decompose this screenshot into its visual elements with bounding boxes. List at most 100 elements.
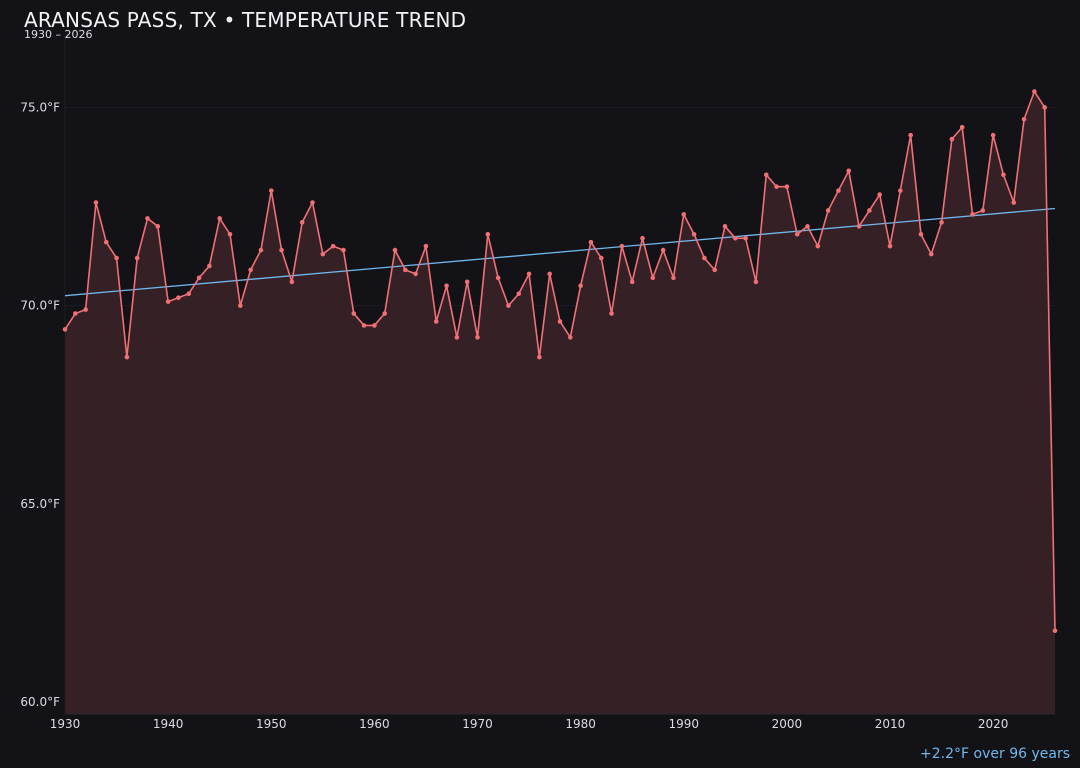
area-fill xyxy=(65,91,1055,714)
data-point xyxy=(382,311,387,316)
data-point xyxy=(464,279,470,285)
data-point xyxy=(506,303,511,308)
temperature-area xyxy=(65,91,1055,714)
data-point xyxy=(578,283,583,289)
data-point xyxy=(722,224,728,229)
data-point xyxy=(609,311,614,316)
data-point xyxy=(733,235,738,241)
data-point xyxy=(475,335,480,340)
data-point xyxy=(413,271,418,277)
data-point xyxy=(1021,116,1027,122)
data-point xyxy=(1011,200,1017,205)
x-tick-label: 2020 xyxy=(978,717,1009,731)
x-tick-label: 1980 xyxy=(565,717,596,731)
data-point xyxy=(268,188,274,193)
data-point xyxy=(186,291,192,297)
data-point xyxy=(320,251,326,257)
data-point xyxy=(980,208,986,213)
data-point xyxy=(691,231,697,237)
x-tick-label: 1940 xyxy=(153,717,184,731)
y-tick-label: 60.0°F xyxy=(20,695,60,709)
data-point xyxy=(310,200,315,205)
data-point xyxy=(970,212,975,217)
data-point xyxy=(341,247,346,253)
data-point xyxy=(805,224,810,229)
chart-subtitle: 1930 – 2026 xyxy=(24,28,93,41)
x-tick-label: 1930 xyxy=(50,717,81,731)
data-point xyxy=(93,200,99,205)
data-point xyxy=(753,279,759,285)
data-point xyxy=(433,319,439,324)
data-point xyxy=(361,323,367,328)
data-point xyxy=(351,311,357,316)
data-point xyxy=(73,311,78,316)
trend-annotation: +2.2°F over 96 years xyxy=(920,746,1070,762)
data-point xyxy=(939,220,944,225)
axes xyxy=(64,36,1055,715)
x-tick-label: 2000 xyxy=(772,717,803,731)
data-point xyxy=(454,335,460,340)
x-tick-label: 1960 xyxy=(359,717,390,731)
data-point xyxy=(207,263,212,269)
data-point xyxy=(444,283,449,289)
data-point xyxy=(1052,628,1058,634)
data-point xyxy=(495,275,501,281)
data-point xyxy=(702,255,707,261)
data-point xyxy=(629,279,635,285)
data-point xyxy=(640,235,645,241)
data-point xyxy=(598,255,604,261)
data-point xyxy=(815,243,821,249)
data-points xyxy=(62,89,1058,634)
data-point xyxy=(867,208,872,213)
x-tick-label: 1990 xyxy=(668,717,699,731)
data-point xyxy=(681,212,687,217)
data-point xyxy=(990,132,996,138)
data-point xyxy=(537,354,542,360)
data-point xyxy=(227,231,233,237)
data-point xyxy=(774,184,779,189)
data-point xyxy=(1042,105,1047,110)
data-point xyxy=(949,136,955,142)
data-point xyxy=(485,231,491,237)
data-point xyxy=(279,247,284,253)
data-point xyxy=(1001,172,1006,178)
tick-labels: 60.0°F 65.0°F 70.0°F 75.0°F 1930 1940 1950 1960… xyxy=(20,100,1008,731)
data-point xyxy=(825,208,831,213)
data-point xyxy=(83,307,88,312)
data-point xyxy=(145,216,150,221)
data-point xyxy=(836,188,841,193)
x-tick-label: 1950 xyxy=(256,717,287,731)
data-point xyxy=(526,271,532,277)
x-tick-label: 1970 xyxy=(462,717,493,731)
data-point xyxy=(712,267,717,273)
data-point xyxy=(763,172,769,178)
data-point xyxy=(392,247,398,253)
data-point xyxy=(908,132,913,138)
data-point xyxy=(372,323,377,328)
data-point xyxy=(856,224,862,229)
data-point xyxy=(516,291,522,297)
data-point xyxy=(134,255,140,261)
data-point xyxy=(196,275,202,281)
data-point xyxy=(650,275,656,281)
data-point xyxy=(330,243,336,249)
data-point xyxy=(403,267,408,273)
data-point xyxy=(898,188,903,193)
data-point xyxy=(959,124,965,130)
data-point xyxy=(423,243,429,249)
data-point xyxy=(568,335,573,340)
data-point xyxy=(238,303,243,308)
data-point xyxy=(124,354,130,360)
data-point xyxy=(784,184,790,189)
data-point xyxy=(103,239,109,245)
data-point xyxy=(588,239,594,245)
trendline xyxy=(64,207,1056,297)
data-point xyxy=(918,231,924,237)
data-point xyxy=(660,247,666,253)
y-tick-label: 75.0°F xyxy=(20,100,60,114)
data-point xyxy=(887,243,893,249)
data-point xyxy=(155,224,161,229)
y-tick-label: 70.0°F xyxy=(20,299,60,313)
